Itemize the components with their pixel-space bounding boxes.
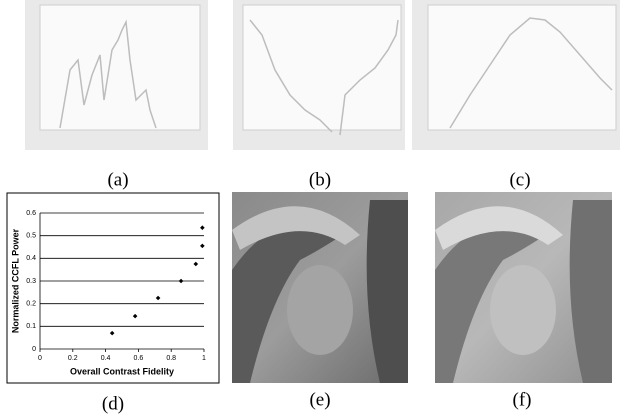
point bbox=[132, 313, 138, 319]
panel-a bbox=[25, 0, 208, 150]
caption: (d) bbox=[102, 393, 124, 414]
x-tick-label: 0.4 bbox=[101, 355, 111, 362]
point bbox=[178, 278, 184, 284]
x-tick-label: 0.2 bbox=[68, 355, 78, 362]
caption: (b) bbox=[309, 169, 331, 190]
panel-b bbox=[233, 0, 405, 150]
point bbox=[200, 225, 205, 231]
caption: (f) bbox=[513, 389, 532, 410]
panel-c bbox=[412, 0, 620, 150]
x-axis-label: Overall Contrast Fidelity bbox=[70, 366, 174, 376]
y-tick-label: 0.4 bbox=[26, 255, 36, 262]
y-tick-label: 0.2 bbox=[26, 301, 36, 308]
point bbox=[155, 295, 161, 301]
point bbox=[200, 243, 205, 249]
x-tick-label: 1 bbox=[202, 355, 206, 362]
caption: (e) bbox=[309, 389, 330, 410]
point bbox=[193, 261, 199, 267]
y-axis-label: Normalized CCFL Power bbox=[10, 228, 20, 333]
image-e bbox=[232, 192, 408, 383]
y-tick-label: 0.1 bbox=[26, 323, 36, 330]
image-f bbox=[435, 192, 612, 383]
point bbox=[109, 330, 115, 336]
y-tick-label: 0.5 bbox=[26, 233, 36, 240]
x-tick-label: 0.8 bbox=[166, 355, 176, 362]
x-tick-label: 0.6 bbox=[134, 355, 144, 362]
panel-d-frame bbox=[6, 192, 220, 384]
caption: (c) bbox=[509, 169, 530, 190]
y-tick-label: 0 bbox=[32, 346, 36, 353]
y-tick-label: 0.3 bbox=[26, 278, 36, 285]
x-tick-label: 0 bbox=[38, 355, 42, 362]
y-tick-label: 0.6 bbox=[26, 210, 36, 217]
caption: (a) bbox=[107, 169, 128, 190]
